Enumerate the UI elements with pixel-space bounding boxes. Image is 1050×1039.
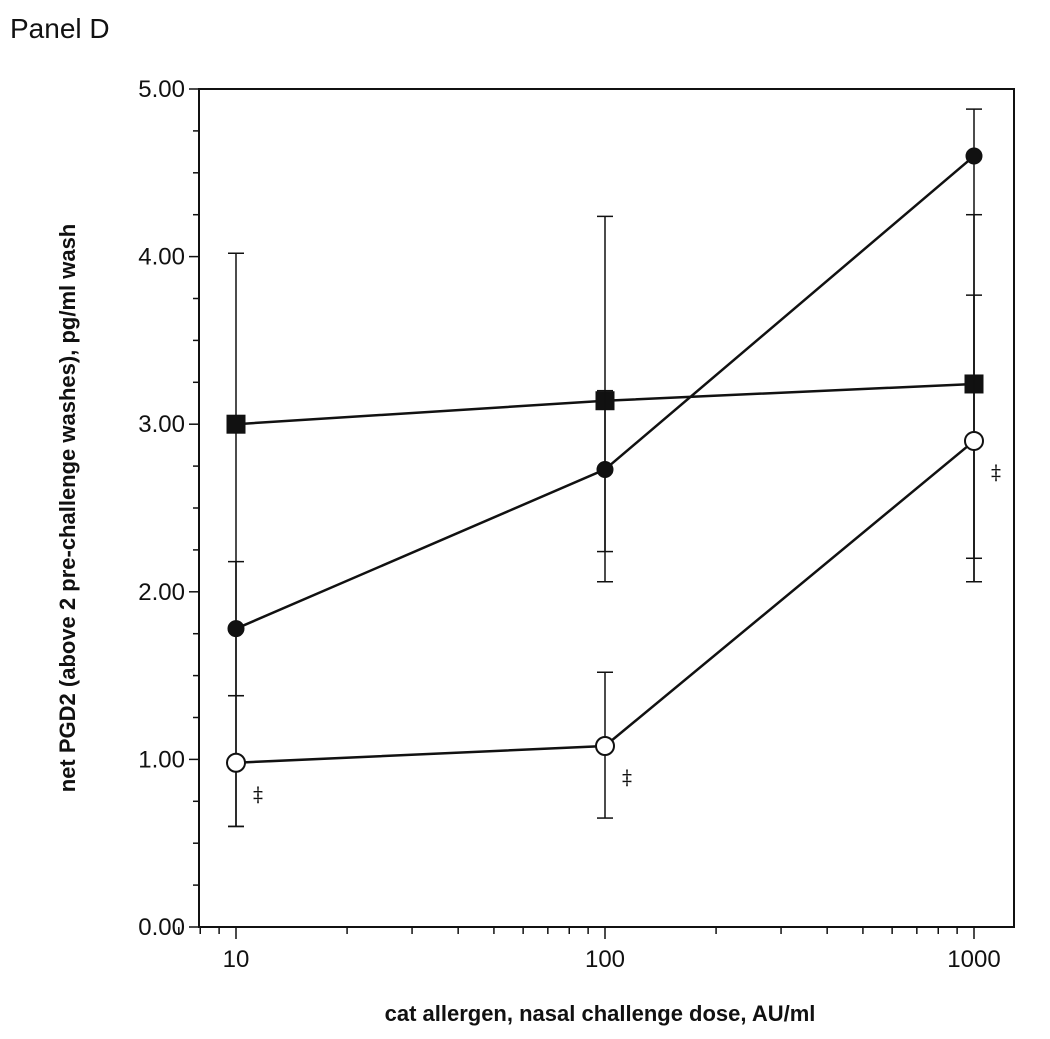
data-point [596, 460, 614, 478]
y-tick-label: 5.00 [138, 76, 185, 103]
data-point [226, 752, 246, 773]
significance-mark: ‡ [622, 765, 632, 789]
significance-mark: ‡ [253, 782, 263, 806]
x-axis: 10 100 1000 [178, 927, 1001, 973]
y-axis: 0.00 1.00 2.00 3.00 4.00 5.00 [138, 76, 199, 941]
x-tick-label: 10 [223, 946, 250, 973]
chart-title: Panel D [10, 13, 110, 44]
y-tick-label: 2.00 [138, 579, 185, 606]
significance-mark: ‡ [991, 460, 1001, 484]
series-layer [226, 108, 984, 828]
data-point [227, 620, 245, 638]
error-bar [597, 215, 613, 583]
y-tick-label: 1.00 [138, 746, 185, 773]
y-tick-label: 3.00 [138, 411, 185, 438]
y-axis-label: net PGD2 (above 2 pre-challenge washes),… [55, 224, 80, 793]
y-tick-label: 4.00 [138, 244, 185, 271]
annotation-layer: ‡ ‡ ‡ [253, 460, 1001, 806]
series-3 [226, 213, 984, 828]
error-bar [966, 213, 982, 583]
data-point [595, 735, 615, 756]
y-tick-label: 0.00 [138, 914, 185, 941]
x-tick-label: 1000 [947, 946, 1000, 973]
data-point [964, 430, 984, 451]
x-axis-label: cat allergen, nasal challenge dose, AU/m… [385, 1001, 816, 1026]
x-tick-label: 100 [585, 946, 625, 973]
data-point [965, 147, 983, 165]
data-point [226, 414, 246, 434]
